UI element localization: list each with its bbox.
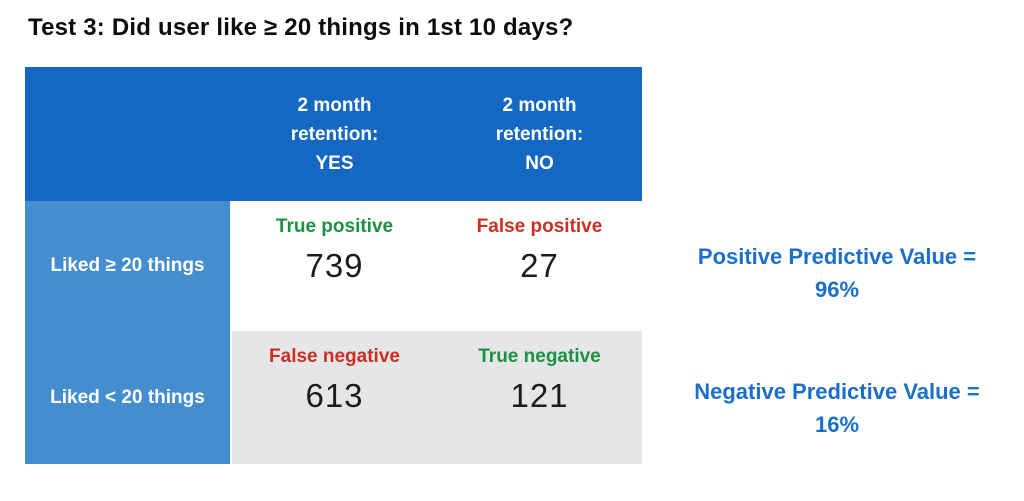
slide-title: Test 3: Did user like ≥ 20 things in 1st… <box>28 14 574 41</box>
cell-tag-false-positive: False positive <box>476 216 603 237</box>
matrix-header-retention-yes: 2 month retention: YES <box>290 94 379 174</box>
cell-value-true-negative: 121 <box>510 377 569 414</box>
confusion-matrix-table: 2 month retention: YES 2 month retention… <box>25 67 642 464</box>
cell-value-true-positive: 739 <box>305 247 364 284</box>
cell-tag-true-positive: True positive <box>275 216 394 237</box>
negative-predictive-value-label: Negative Predictive Value = 16% <box>694 379 980 437</box>
row-label-liked-lt-20: Liked < 20 things <box>50 386 205 408</box>
cell-tag-false-negative: False negative <box>269 346 400 367</box>
cell-value-false-negative: 613 <box>305 377 364 414</box>
matrix-row-label-column: Liked ≥ 20 things Liked < 20 things <box>25 201 230 464</box>
cell-false-positive: False positive 27 <box>437 201 642 331</box>
cell-tag-true-negative: True negative <box>478 346 601 367</box>
cell-false-negative: False negative 613 <box>232 331 437 464</box>
matrix-header-corner-cell <box>25 67 232 201</box>
cell-value-false-positive: 27 <box>520 247 559 284</box>
matrix-header-row: 2 month retention: YES 2 month retention… <box>25 67 642 201</box>
matrix-header-retention-no: 2 month retention: NO <box>495 94 584 174</box>
positive-predictive-value-label: Positive Predictive Value = 96% <box>697 244 977 302</box>
cell-true-positive: True positive 739 <box>232 201 437 331</box>
matrix-cells: True positive 739 False positive 27 Fals… <box>232 201 642 464</box>
row-label-liked-ge-20: Liked ≥ 20 things <box>50 255 205 276</box>
cell-true-negative: True negative 121 <box>437 331 642 464</box>
